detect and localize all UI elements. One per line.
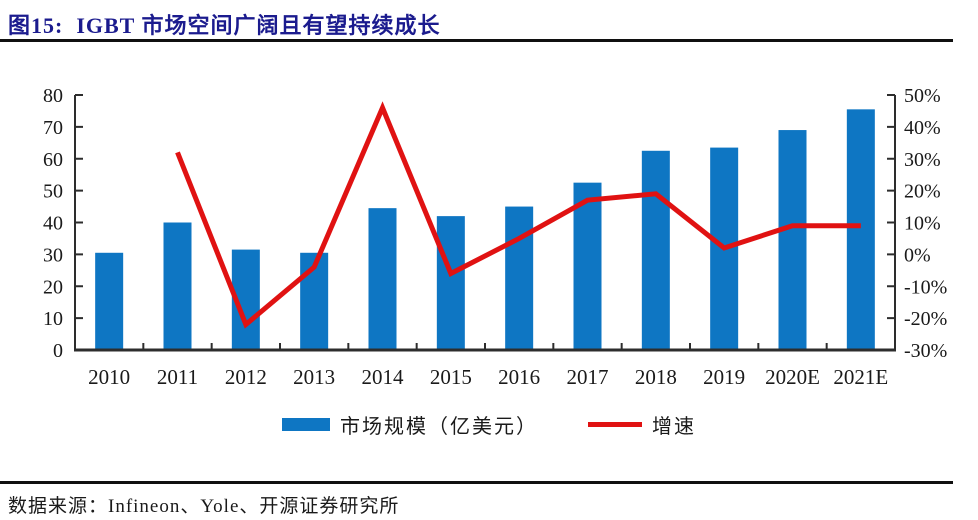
x-axis-label: 2010 <box>88 365 130 389</box>
bar-2011 <box>163 222 192 350</box>
right-axis-label: -20% <box>904 308 947 330</box>
left-axis-label: 30 <box>43 244 63 266</box>
right-axis-label: 0% <box>904 244 931 266</box>
x-axis-label: 2016 <box>498 365 540 389</box>
x-axis-label: 2020E <box>765 365 820 389</box>
x-axis-label: 2017 <box>567 365 609 389</box>
chart-legend: 市场规模（亿美元） 增速 <box>0 408 978 440</box>
right-axis-label: 20% <box>904 181 941 203</box>
legend-bar-label: 市场规模（亿美元） <box>340 415 538 438</box>
right-axis-label: -10% <box>904 276 947 298</box>
left-axis-label: 10 <box>43 308 63 330</box>
bar-2015 <box>436 216 465 350</box>
bar-2020E <box>778 130 807 350</box>
right-axis-label: 50% <box>904 85 941 107</box>
left-axis-label: 50 <box>43 181 63 203</box>
left-axis-label: 40 <box>43 213 63 235</box>
bar-2016 <box>505 206 534 350</box>
x-axis-label: 2012 <box>225 365 267 389</box>
x-axis-label: 2013 <box>293 365 335 389</box>
x-axis-label: 2011 <box>157 365 198 389</box>
right-axis-label: 40% <box>904 117 941 139</box>
left-axis-label: 20 <box>43 276 63 298</box>
left-axis-label: 80 <box>43 85 63 107</box>
bar-2018 <box>641 150 670 350</box>
left-axis-label: 0 <box>53 340 63 362</box>
legend-line-swatch <box>588 421 642 427</box>
bar-2017 <box>573 182 602 350</box>
x-axis-label: 2015 <box>430 365 472 389</box>
growth-line <box>175 101 861 329</box>
left-axis-label: 70 <box>43 117 63 139</box>
x-axis-label: 2019 <box>703 365 745 389</box>
data-source: 数据来源：Infineon、Yole、开源证券研究所 <box>8 496 400 517</box>
legend-line-label: 增速 <box>652 415 696 438</box>
x-axis-label: 2018 <box>635 365 677 389</box>
bar-2014 <box>368 208 397 350</box>
legend-bar-swatch <box>282 417 330 431</box>
x-axis-label: 2014 <box>362 365 405 389</box>
x-axis-label: 2021E <box>833 365 888 389</box>
right-axis-label: 10% <box>904 213 941 235</box>
right-axis-label: -30% <box>904 340 947 362</box>
bar-2010 <box>95 252 124 350</box>
combo-chart: 0 10 20 30 40 50 60 70 80 50% 40% 30% 20% 10% 0% -10% -2… <box>43 85 947 389</box>
left-axis-label: 60 <box>43 149 63 171</box>
footer-rule <box>0 481 953 484</box>
title-underline <box>0 39 953 42</box>
right-axis-label: 30% <box>904 149 941 171</box>
bar-2021E <box>846 109 875 350</box>
figure-title: 图15: IGBT 市场空间广阔且有望持续成长 <box>8 13 441 38</box>
